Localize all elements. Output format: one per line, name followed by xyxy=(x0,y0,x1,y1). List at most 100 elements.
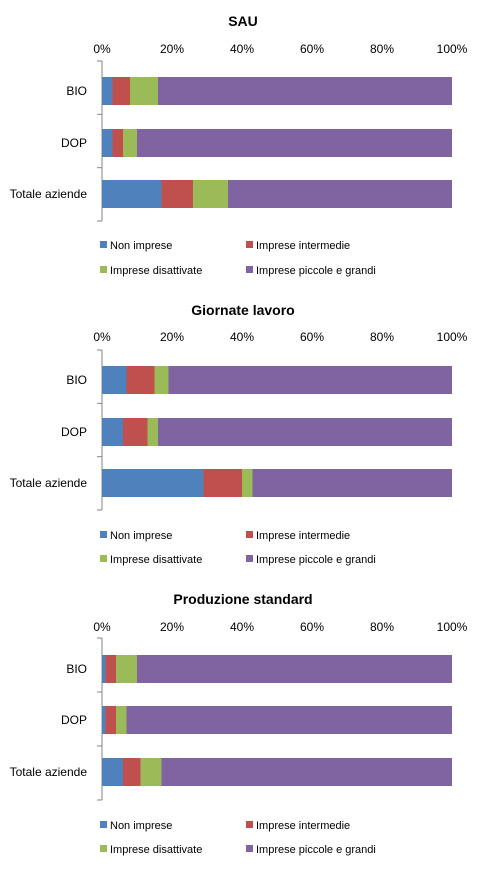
bar-segment xyxy=(242,469,253,497)
bar-segment xyxy=(102,758,123,786)
x-tick-label: 40% xyxy=(230,42,254,56)
category-label: DOP xyxy=(61,425,87,439)
x-tick-label: 100% xyxy=(437,330,468,344)
bar-segment xyxy=(102,366,127,394)
legend-swatch xyxy=(246,241,253,248)
x-tick-label: 60% xyxy=(300,42,324,56)
category-label: BIO xyxy=(66,84,87,98)
x-tick-label: 40% xyxy=(230,330,254,344)
x-tick-label: 40% xyxy=(230,620,254,634)
bar-segment xyxy=(147,418,158,446)
bar-segment xyxy=(105,706,116,734)
legend-item: Imprese intermedie xyxy=(246,530,350,542)
bar-segment xyxy=(161,758,452,786)
category-label: BIO xyxy=(66,373,87,387)
bar-segment xyxy=(116,706,127,734)
bar-segment xyxy=(123,129,137,157)
legend-item: Non imprese xyxy=(100,820,172,832)
bar-segment xyxy=(137,129,452,157)
bar-segment xyxy=(168,366,452,394)
legend-item: Non imprese xyxy=(100,240,172,252)
legend-swatch xyxy=(246,531,253,538)
x-tick-label: 100% xyxy=(437,620,468,634)
bar-segment xyxy=(123,418,148,446)
x-tick-label: 80% xyxy=(370,330,394,344)
legend-swatch xyxy=(246,555,253,562)
bar-segment xyxy=(126,366,155,394)
legend-swatch xyxy=(246,821,253,828)
legend-swatch xyxy=(100,531,107,538)
bar-segment xyxy=(102,418,123,446)
legend-item: Imprese intermedie xyxy=(246,240,350,252)
bar-segment xyxy=(228,180,452,208)
legend-item: Imprese disattivate xyxy=(100,554,202,566)
bar-segment xyxy=(154,366,169,394)
legend-item: Imprese disattivate xyxy=(100,265,202,277)
category-label: DOP xyxy=(61,713,87,727)
bar-segment xyxy=(252,469,452,497)
legend-swatch xyxy=(100,266,107,273)
bar-segment xyxy=(123,758,141,786)
legend-label: Imprese intermedie xyxy=(256,820,350,832)
category-label: Totale aziende xyxy=(10,765,88,779)
bar-segment xyxy=(116,655,137,683)
bar-segment xyxy=(112,129,123,157)
x-tick-label: 60% xyxy=(300,620,324,634)
legend-item: Non imprese xyxy=(100,530,172,542)
legend-label: Imprese piccole e grandi xyxy=(256,844,376,856)
legend-swatch xyxy=(246,266,253,273)
bar-segment xyxy=(102,129,113,157)
legend-label: Imprese disattivate xyxy=(110,265,202,277)
legend-swatch xyxy=(100,845,107,852)
x-tick-label: 60% xyxy=(300,330,324,344)
bar-segment xyxy=(102,469,204,497)
x-tick-label: 0% xyxy=(93,620,111,634)
bar-segment xyxy=(158,77,452,105)
bar-segment xyxy=(130,77,158,105)
chart-title: Produzione standard xyxy=(173,591,312,607)
category-label: Totale aziende xyxy=(10,476,88,490)
x-tick-label: 80% xyxy=(370,620,394,634)
bar-segment xyxy=(203,469,242,497)
legend-swatch xyxy=(246,845,253,852)
legend-item: Imprese intermedie xyxy=(246,820,350,832)
bar-segment xyxy=(102,77,113,105)
x-tick-label: 20% xyxy=(160,620,184,634)
legend-label: Imprese intermedie xyxy=(256,530,350,542)
x-tick-label: 100% xyxy=(437,42,468,56)
bar-segment xyxy=(140,758,162,786)
bar-segment xyxy=(126,706,452,734)
x-tick-label: 20% xyxy=(160,330,184,344)
category-label: DOP xyxy=(61,136,87,150)
bar-segment xyxy=(112,77,130,105)
bar-segment xyxy=(193,180,228,208)
chart-panel: SAU 0% 20% 40% 60% 80% 100% BIO DOP Totale aziend… xyxy=(10,13,468,277)
bar-segment xyxy=(102,180,162,208)
category-label: Totale aziende xyxy=(10,187,88,201)
chart-title: Giornate lavoro xyxy=(191,302,294,318)
legend-item: Imprese piccole e grandi xyxy=(246,844,376,856)
legend-label: Non imprese xyxy=(110,240,172,252)
x-tick-label: 80% xyxy=(370,42,394,56)
bar-segment xyxy=(161,180,193,208)
x-tick-label: 20% xyxy=(160,42,184,56)
legend-label: Imprese disattivate xyxy=(110,554,202,566)
bar-segment xyxy=(137,655,452,683)
legend-label: Imprese piccole e grandi xyxy=(256,554,376,566)
x-tick-label: 0% xyxy=(93,330,111,344)
legend-label: Imprese intermedie xyxy=(256,240,350,252)
bar-segment xyxy=(158,418,452,446)
legend-swatch xyxy=(100,821,107,828)
legend-label: Imprese disattivate xyxy=(110,844,202,856)
legend-swatch xyxy=(100,241,107,248)
legend-label: Non imprese xyxy=(110,820,172,832)
legend-item: Imprese piccole e grandi xyxy=(246,265,376,277)
bar-segment xyxy=(102,655,106,683)
legend-item: Imprese piccole e grandi xyxy=(246,554,376,566)
legend-label: Imprese piccole e grandi xyxy=(256,265,376,277)
chart-panel: Produzione standard 0% 20% 40% 60% 80% 100% BIO… xyxy=(10,591,468,856)
legend-item: Imprese disattivate xyxy=(100,844,202,856)
bar-segment xyxy=(105,655,116,683)
category-label: BIO xyxy=(66,662,87,676)
